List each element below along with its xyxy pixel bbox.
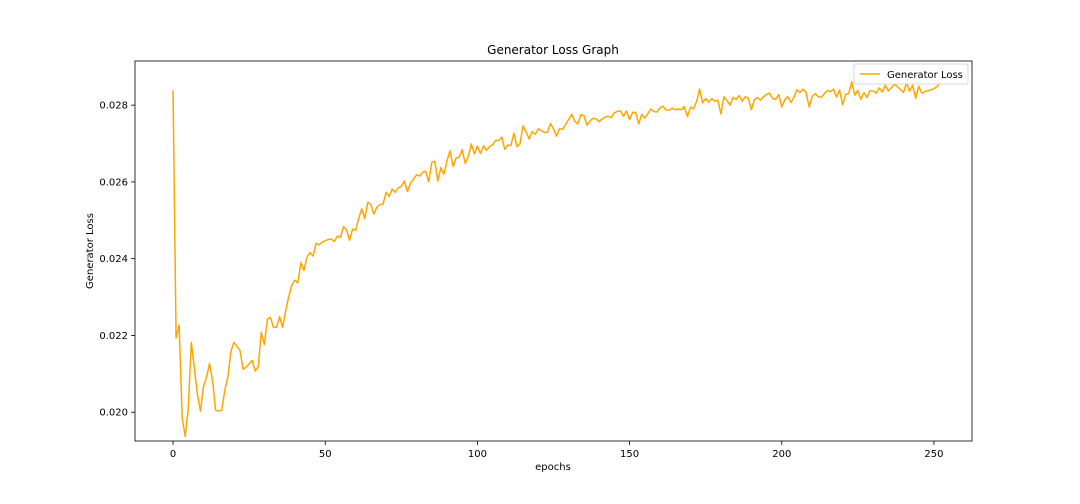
x-tick-label: 100 [468, 449, 487, 460]
x-axis: 0 50 100 150 200 250 [170, 441, 944, 460]
y-axis: 0.020 0.022 0.024 0.026 0.028 [99, 101, 135, 419]
x-tick-label: 250 [924, 449, 943, 460]
x-tick-label: 50 [319, 449, 332, 460]
legend-box [853, 63, 969, 85]
chart-title: Generator Loss Graph [487, 43, 619, 57]
y-tick-label: 0.022 [99, 331, 128, 342]
y-axis-label: Generator Loss [85, 213, 96, 289]
x-tick-label: 0 [170, 449, 176, 460]
x-tick-label: 150 [620, 449, 639, 460]
x-tick-label: 200 [772, 449, 791, 460]
y-tick-label: 0.020 [99, 408, 128, 419]
y-tick-label: 0.026 [99, 177, 128, 188]
y-tick-label: 0.028 [99, 101, 128, 112]
x-axis-label: epochs [535, 462, 571, 473]
y-tick-label: 0.024 [99, 254, 128, 265]
series-line-generator-loss [172, 80, 941, 438]
legend-label-generator-loss: Generator Loss [887, 70, 963, 81]
plot-area-frame [134, 60, 973, 442]
legend: Generator Loss [853, 63, 969, 85]
